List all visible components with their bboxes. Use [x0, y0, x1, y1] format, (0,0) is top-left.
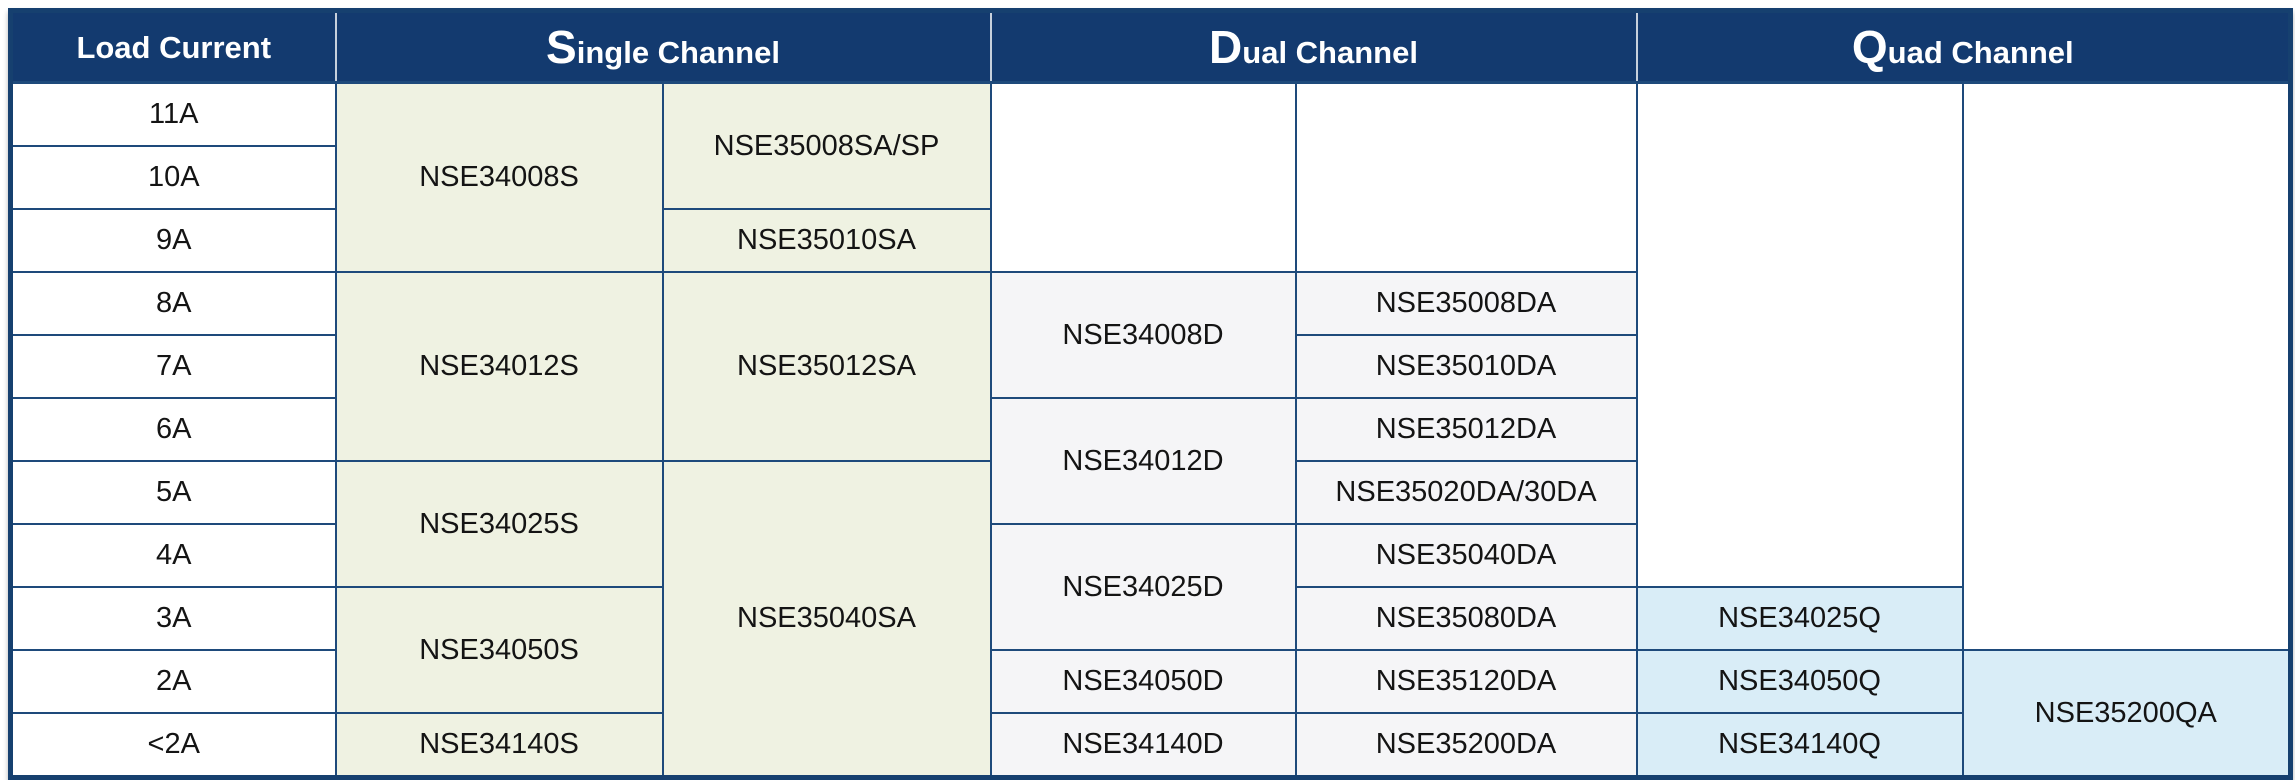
header-dual-channel-label: Dual Channel	[1209, 21, 1418, 73]
part-cell: NSE34012D	[989, 397, 1297, 525]
header-dual-channel: Dual Channel	[989, 9, 1638, 84]
part-cell: NSE34012S	[334, 271, 664, 462]
header-quad-channel: Quad Channel	[1635, 9, 2292, 84]
row-6a: 6A NSE34012D NSE35012DA	[9, 397, 2291, 525]
part-cell: NSE34008S	[334, 81, 664, 273]
part-cell: NSE35120DA	[1294, 649, 1638, 714]
part-cell: NSE35080DA	[1294, 586, 1638, 651]
part-cell: NSE35020DA/30DA	[1294, 460, 1638, 525]
header-single-channel-label: Single Channel	[546, 21, 780, 73]
part-cell: NSE35040SA	[661, 460, 992, 779]
load-current-value: 7A	[9, 334, 337, 399]
row-7a: 7A NSE35010DA	[9, 334, 2291, 399]
part-cell: NSE34050D	[989, 649, 1297, 714]
load-current-value: 5A	[9, 460, 337, 525]
load-current-value: 8A	[9, 271, 337, 336]
part-cell: NSE34140S	[334, 712, 664, 779]
load-current-value: 9A	[9, 208, 337, 273]
part-cell: NSE35200DA	[1294, 712, 1638, 779]
header-quad-channel-label: Quad Channel	[1851, 21, 2074, 73]
empty-cell-quad-col1	[1635, 81, 1964, 588]
part-cell: NSE34008D	[989, 271, 1297, 399]
part-cell: NSE34050S	[334, 586, 664, 714]
part-cell: NSE35012DA	[1294, 397, 1638, 462]
part-cell: NSE35010SA	[661, 208, 992, 273]
empty-cell-dual-col1	[989, 81, 1297, 273]
row-8a: 8A NSE34012S NSE35012SA NSE34008D NSE350…	[9, 271, 2291, 462]
part-cell: NSE35008DA	[1294, 271, 1638, 336]
part-cell: NSE35012SA	[661, 271, 992, 462]
load-current-value: 10A	[9, 145, 337, 210]
part-cell: NSE35010DA	[1294, 334, 1638, 399]
load-current-value: 11A	[9, 81, 337, 147]
part-cell: NSE34140D	[989, 712, 1297, 779]
load-current-value: <2A	[9, 712, 337, 779]
part-cell: NSE34050Q	[1635, 649, 1964, 714]
header-load-current-label: Load Current	[76, 29, 272, 65]
header-row: Load Current Single Channel Dual Channel…	[9, 9, 2292, 84]
part-cell: NSE35040DA	[1294, 523, 1638, 588]
row-5a: 5A NSE34025S NSE35040SA NSE35020DA/30DA	[9, 460, 2291, 779]
part-cell: NSE34025D	[989, 523, 1297, 651]
part-cell: NSE35008SA/SP	[661, 81, 992, 210]
load-current-selector-table: Load Current Single Channel Dual Channel…	[8, 8, 2294, 780]
load-current-value: 3A	[9, 586, 337, 651]
row-4a: 4A NSE34025D NSE35040DA	[9, 523, 2291, 651]
load-current-value: 6A	[9, 397, 337, 462]
part-cell: NSE34025S	[334, 460, 664, 588]
row-2a: 2A NSE34050D NSE35120DA NSE34050Q NSE352…	[9, 649, 2292, 779]
row-11a: 11A NSE34008S NSE35008SA/SP	[9, 81, 2292, 651]
row-9a: 9A NSE35010SA	[9, 208, 2291, 273]
part-cell: NSE34140Q	[1635, 712, 1964, 779]
row-10a: 10A	[9, 145, 2291, 210]
load-current-value: 4A	[9, 523, 337, 588]
part-cell: NSE35200QA	[1961, 649, 2292, 779]
part-cell: NSE34025Q	[1635, 586, 1964, 651]
header-single-channel: Single Channel	[334, 9, 992, 84]
row-3a: 3A NSE34050S NSE35080DA NSE34025Q	[9, 586, 2291, 714]
header-load-current: Load Current	[9, 9, 337, 84]
load-current-value: 2A	[9, 649, 337, 714]
empty-cell-quad-col2	[1961, 81, 2292, 651]
empty-cell-dual-col2	[1294, 81, 1638, 273]
row-lt2a: <2A NSE34140S NSE34140D NSE35200DA NSE34…	[9, 712, 2291, 779]
